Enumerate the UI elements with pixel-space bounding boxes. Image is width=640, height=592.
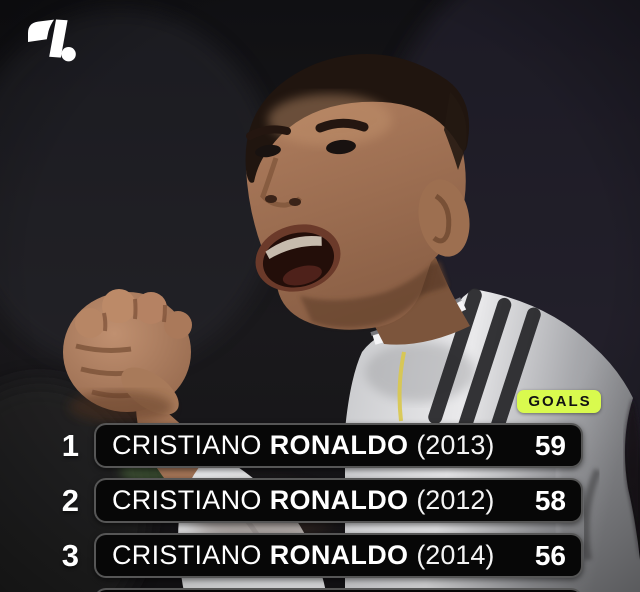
leaderboard-row-1: 1 CRISTIANO RONALDO (2013) 59 (0, 423, 583, 468)
goals-badge: GOALS (517, 390, 601, 413)
season-year: (2013) (416, 430, 495, 460)
player-pill: CRISTIANO RONALDO (2013) 59 (94, 423, 583, 468)
player-last-name: RONALDO (269, 430, 409, 460)
player-first-name: CRISTIANO (112, 540, 262, 570)
player-last-name: RONALDO (269, 485, 409, 515)
leaderboard-row-2: 2 CRISTIANO RONALDO (2012) 58 (0, 478, 583, 523)
player-first-name: CRISTIANO (112, 430, 262, 460)
player-pill: CRISTIANO RONALDO (2012) 58 (94, 478, 583, 523)
season-year: (2014) (416, 540, 495, 570)
player-pill: CRISTIANO RONALDO (2014) 56 (94, 533, 583, 578)
goals-value: 58 (534, 484, 566, 516)
logo-dot (61, 47, 76, 62)
season-year: (2012) (416, 485, 495, 515)
leaderboard-row-4-partial (94, 588, 583, 592)
rank-number: 1 (61, 427, 79, 463)
onefootball-logo (28, 19, 76, 62)
player-last-name: RONALDO (269, 540, 409, 570)
player-first-name: CRISTIANO (112, 485, 262, 515)
rank-number: 3 (61, 537, 79, 573)
goals-badge-label: GOALS (528, 393, 592, 410)
rank-number: 2 (61, 482, 79, 518)
leaderboard-row-3: 3 CRISTIANO RONALDO (2014) 56 (0, 533, 583, 578)
goals-value: 59 (534, 429, 566, 461)
goals-value: 56 (534, 539, 566, 571)
